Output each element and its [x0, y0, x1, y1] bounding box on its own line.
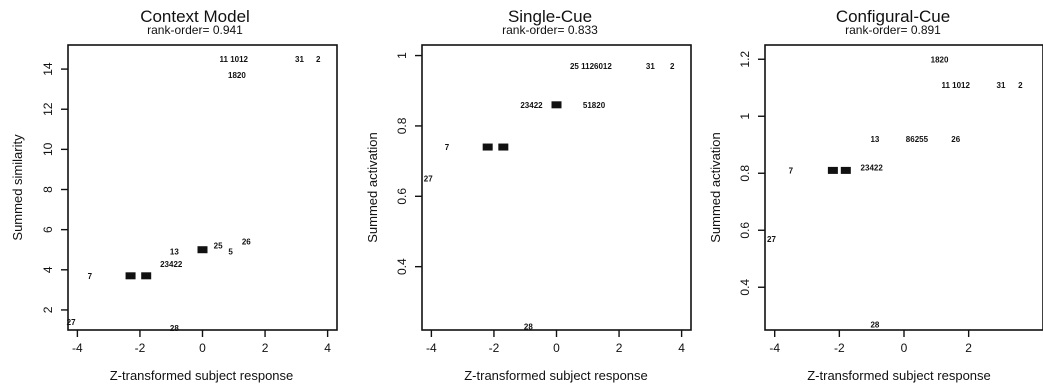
x-tick-label: 0 [901, 341, 908, 355]
x-tick-label: 4 [324, 341, 331, 355]
data-point-label: 13 [170, 248, 179, 257]
y-tick-label: 0.8 [738, 165, 752, 182]
data-point-label: 13 [870, 135, 879, 144]
y-tick-label: 8 [41, 186, 55, 193]
scatter-plot-svg: -4 -2 0 2 4 0.4 0.6 0.8 1 Z-transformed subject r… [365, 44, 692, 383]
x-tick-label: 2 [965, 341, 972, 355]
x-tick-label: -4 [426, 341, 437, 355]
chart-panel-context-model: Context Model rank-order= 0.941 -4 -2 0 2 4 2… [0, 0, 345, 386]
data-point-label: 25 [214, 242, 223, 251]
x-axis-label: Z-transformed subject response [807, 368, 991, 383]
y-tick-label: 1 [738, 113, 752, 120]
data-point-label: 2 [316, 55, 321, 64]
plot-frame [67, 44, 338, 331]
data-point-label: 1820 [228, 71, 246, 80]
x-axis-label: Z-transformed subject response [110, 368, 294, 383]
data-point-label: 7 [789, 166, 794, 175]
data-point-cluster [141, 272, 152, 280]
data-point-label: 28 [524, 322, 533, 331]
chart-panel-single-cue: Single-Cue rank-order= 0.833 -4 -2 0 2 4 0.4 0… [355, 0, 700, 386]
data-point-cluster [482, 143, 493, 151]
y-tick-label: 0.6 [738, 222, 752, 239]
data-point-label: 31 [295, 55, 304, 64]
data-point-label: 31 [997, 81, 1006, 90]
data-point-label: 31 [646, 62, 655, 71]
plot-frame [421, 44, 692, 331]
y-axis-label: Summed similarity [10, 134, 25, 241]
data-point-label: 25 1126012 [570, 62, 612, 71]
x-tick-label: 2 [616, 341, 623, 355]
data-point-label: 51820 [583, 101, 606, 110]
y-tick-label: 2 [41, 306, 55, 313]
y-tick-label: 1.2 [738, 51, 752, 68]
data-point-label: 28 [870, 320, 879, 329]
y-tick-label: 10 [41, 142, 55, 156]
chart-subtitle: rank-order= 0.941 [147, 23, 243, 37]
scatter-plot-svg: -4 -2 0 2 4 2 4 6 8 10 12 14 Z-transformed subject r… [10, 44, 338, 383]
data-point-label: 28 [170, 324, 179, 333]
data-point-label: 27 [424, 175, 433, 184]
data-point-label: 26 [242, 238, 251, 247]
data-point-label: 27 [67, 318, 76, 327]
x-tick-label: 0 [553, 341, 560, 355]
y-axis-label: Summed activation [708, 132, 723, 243]
chart-title: Context Model [140, 7, 250, 26]
scatter-plot-svg: -4 -2 0 2 0.4 0.6 0.8 1 1.2 Z-transformed subject… [708, 44, 1043, 383]
x-tick-label: 4 [678, 341, 685, 355]
chart-title: Configural-Cue [835, 7, 951, 26]
y-tick-label: 14 [41, 62, 55, 76]
data-point-label: 86255 [906, 135, 929, 144]
chart-title: Single-Cue [507, 7, 593, 26]
data-point-label: 2 [1018, 81, 1023, 90]
y-tick-label: 0.8 [395, 117, 409, 134]
data-point-label: 23422 [160, 260, 183, 269]
y-tick-label: 12 [41, 102, 55, 116]
data-point-cluster [125, 272, 136, 280]
chart-subtitle: rank-order= 0.891 [845, 23, 941, 37]
x-axis-label: Z-transformed subject response [464, 368, 648, 383]
data-point-cluster [551, 101, 562, 109]
y-tick-label: 6 [41, 226, 55, 233]
y-tick-label: 4 [41, 266, 55, 273]
data-point-cluster [498, 143, 509, 151]
x-tick-label: 2 [262, 341, 269, 355]
x-tick-label: 0 [199, 341, 206, 355]
x-tick-label: -2 [834, 341, 845, 355]
data-point-label: 1820 [931, 55, 949, 64]
data-point-label: 2 [670, 62, 675, 71]
chart-subtitle: rank-order= 0.833 [502, 23, 598, 37]
y-axis-label: Summed activation [365, 132, 380, 243]
x-tick-label: -4 [769, 341, 780, 355]
y-tick-label: 1 [395, 52, 409, 59]
data-point-label: 23422 [520, 101, 543, 110]
x-tick-label: -2 [135, 341, 146, 355]
data-point-label: 27 [767, 235, 776, 244]
data-point-cluster [840, 166, 851, 174]
y-tick-label: 0.6 [395, 188, 409, 205]
data-point-label: 11 1012 [941, 81, 970, 90]
data-point-label: 11 1012 [220, 55, 249, 64]
data-point-cluster [197, 246, 208, 254]
data-point-cluster [827, 166, 838, 174]
y-tick-label: 0.4 [395, 258, 409, 275]
chart-panel-configural-cue: Configural-Cue rank-order= 0.891 -4 -2 0 2 0… [698, 0, 1043, 386]
data-point-label: 7 [88, 272, 93, 281]
data-point-label: 26 [951, 135, 960, 144]
data-point-label: 7 [445, 143, 450, 152]
y-tick-label: 0.4 [738, 279, 752, 296]
x-tick-label: -4 [72, 341, 83, 355]
x-tick-label: -2 [489, 341, 500, 355]
data-point-label: 5 [228, 248, 233, 257]
data-point-label: 23422 [861, 164, 884, 173]
